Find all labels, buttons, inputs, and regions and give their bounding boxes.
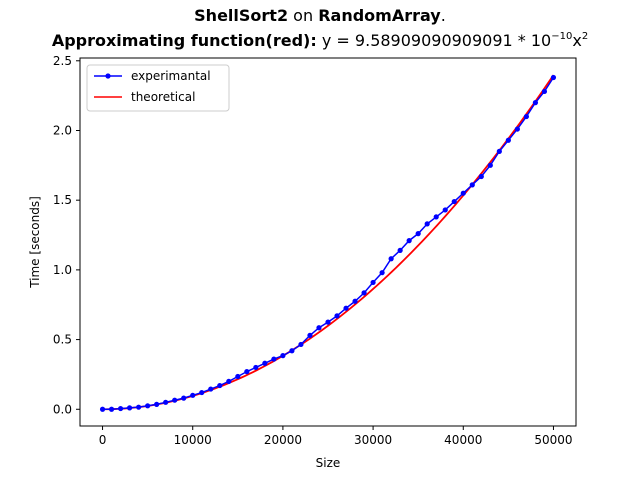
data-point-experimental	[442, 207, 448, 213]
data-point-experimental	[163, 399, 169, 405]
data-point-experimental	[334, 313, 340, 319]
x-axis-label: Size	[316, 456, 341, 470]
data-point-experimental	[172, 397, 178, 403]
title-exponent2: 2	[581, 31, 589, 42]
data-point-experimental	[325, 319, 331, 325]
y-axis-ticks: 0.0 0.5 1.0 1.5 2.0 2.5	[53, 54, 80, 416]
data-point-experimental	[451, 198, 457, 205]
x-tick-label: 30000	[354, 433, 392, 447]
y-tick-label: 2.0	[53, 123, 72, 137]
data-point-experimental	[136, 404, 142, 410]
data-point-experimental	[262, 360, 268, 366]
data-point-experimental	[352, 298, 358, 304]
x-tick-label: 10000	[174, 433, 212, 447]
data-point-experimental	[235, 373, 241, 380]
data-point-experimental	[388, 256, 394, 262]
chart-title-line2: Approximating function(red): y = 9.58909…	[0, 31, 640, 50]
title-connector: on	[293, 6, 314, 25]
data-point-experimental	[415, 231, 421, 237]
data-point-experimental	[370, 279, 376, 286]
data-point-experimental	[127, 405, 133, 411]
data-point-experimental	[226, 378, 232, 384]
data-point-experimental	[460, 190, 466, 196]
legend-marker-experimental	[105, 73, 111, 79]
title-variable: x	[572, 31, 582, 50]
data-point-experimental	[406, 238, 412, 244]
data-point-experimental	[541, 88, 548, 95]
title-approx-label: Approximating function(red)	[51, 31, 311, 50]
y-tick-label: 1.0	[53, 263, 72, 277]
data-point-experimental	[280, 353, 286, 359]
x-tick-label: 0	[99, 433, 107, 447]
legend-label-experimental: experimantal	[131, 69, 211, 83]
x-tick-label: 40000	[444, 433, 482, 447]
data-point-experimental	[298, 341, 304, 348]
series-theoretical-line	[102, 74, 555, 411]
data-point-experimental	[145, 403, 151, 409]
data-point-experimental	[108, 406, 115, 412]
data-point-experimental	[154, 401, 160, 407]
legend-box	[86, 64, 230, 112]
data-point-experimental	[217, 382, 223, 389]
series-experimental-line	[102, 77, 555, 411]
data-point-experimental	[208, 386, 214, 392]
data-point-experimental	[361, 290, 367, 296]
data-point-experimental	[496, 148, 502, 154]
y-tick-label: 2.5	[53, 54, 72, 68]
data-point-experimental	[271, 356, 277, 362]
data-point-experimental	[253, 364, 259, 371]
y-tick-label: 0.0	[53, 402, 72, 416]
title-formula-prefix: y = 9.58909090909091 * 10	[321, 31, 552, 50]
title-algorithm: ShellSort2	[194, 6, 289, 25]
data-point-experimental	[514, 126, 520, 132]
y-axis-label: Time [seconds]	[28, 196, 42, 289]
title-end: .	[440, 6, 446, 25]
data-point-experimental	[469, 182, 475, 188]
data-point-experimental	[307, 332, 313, 338]
data-point-experimental	[550, 74, 557, 81]
data-point-experimental	[424, 221, 430, 227]
data-point-experimental	[117, 405, 124, 412]
legend: experimantal theoretical	[86, 64, 230, 112]
x-tick-label: 20000	[264, 433, 302, 447]
data-point-experimental	[478, 173, 484, 180]
data-point-experimental	[379, 270, 385, 276]
data-point-experimental	[505, 137, 511, 143]
data-point-experimental	[487, 162, 493, 168]
data-point-experimental	[190, 392, 196, 398]
title-dataset: RandomArray	[318, 6, 441, 25]
x-axis-ticks: 0 10000 20000 30000 40000 50000	[99, 426, 573, 447]
plot-marks	[99, 74, 557, 412]
x-tick-label: 50000	[534, 433, 572, 447]
data-point-experimental	[99, 406, 106, 412]
title-colon: :	[310, 31, 317, 50]
data-point-experimental	[523, 113, 530, 120]
chart-title-line1: ShellSort2 on RandomArray.	[0, 6, 640, 25]
data-point-experimental	[532, 100, 539, 106]
data-point-experimental	[181, 395, 187, 401]
data-point-experimental	[316, 325, 322, 331]
data-point-experimental	[289, 348, 295, 354]
y-tick-label: 1.5	[53, 193, 72, 207]
legend-label-theoretical: theoretical	[131, 90, 195, 104]
axes-frame	[79, 57, 577, 427]
data-point-experimental	[397, 247, 403, 253]
data-point-experimental	[199, 389, 205, 396]
data-point-experimental	[244, 369, 250, 375]
data-point-experimental	[433, 214, 439, 220]
y-tick-label: 0.5	[53, 333, 72, 347]
data-point-experimental	[343, 305, 349, 311]
title-exponent1: −10	[551, 31, 573, 42]
